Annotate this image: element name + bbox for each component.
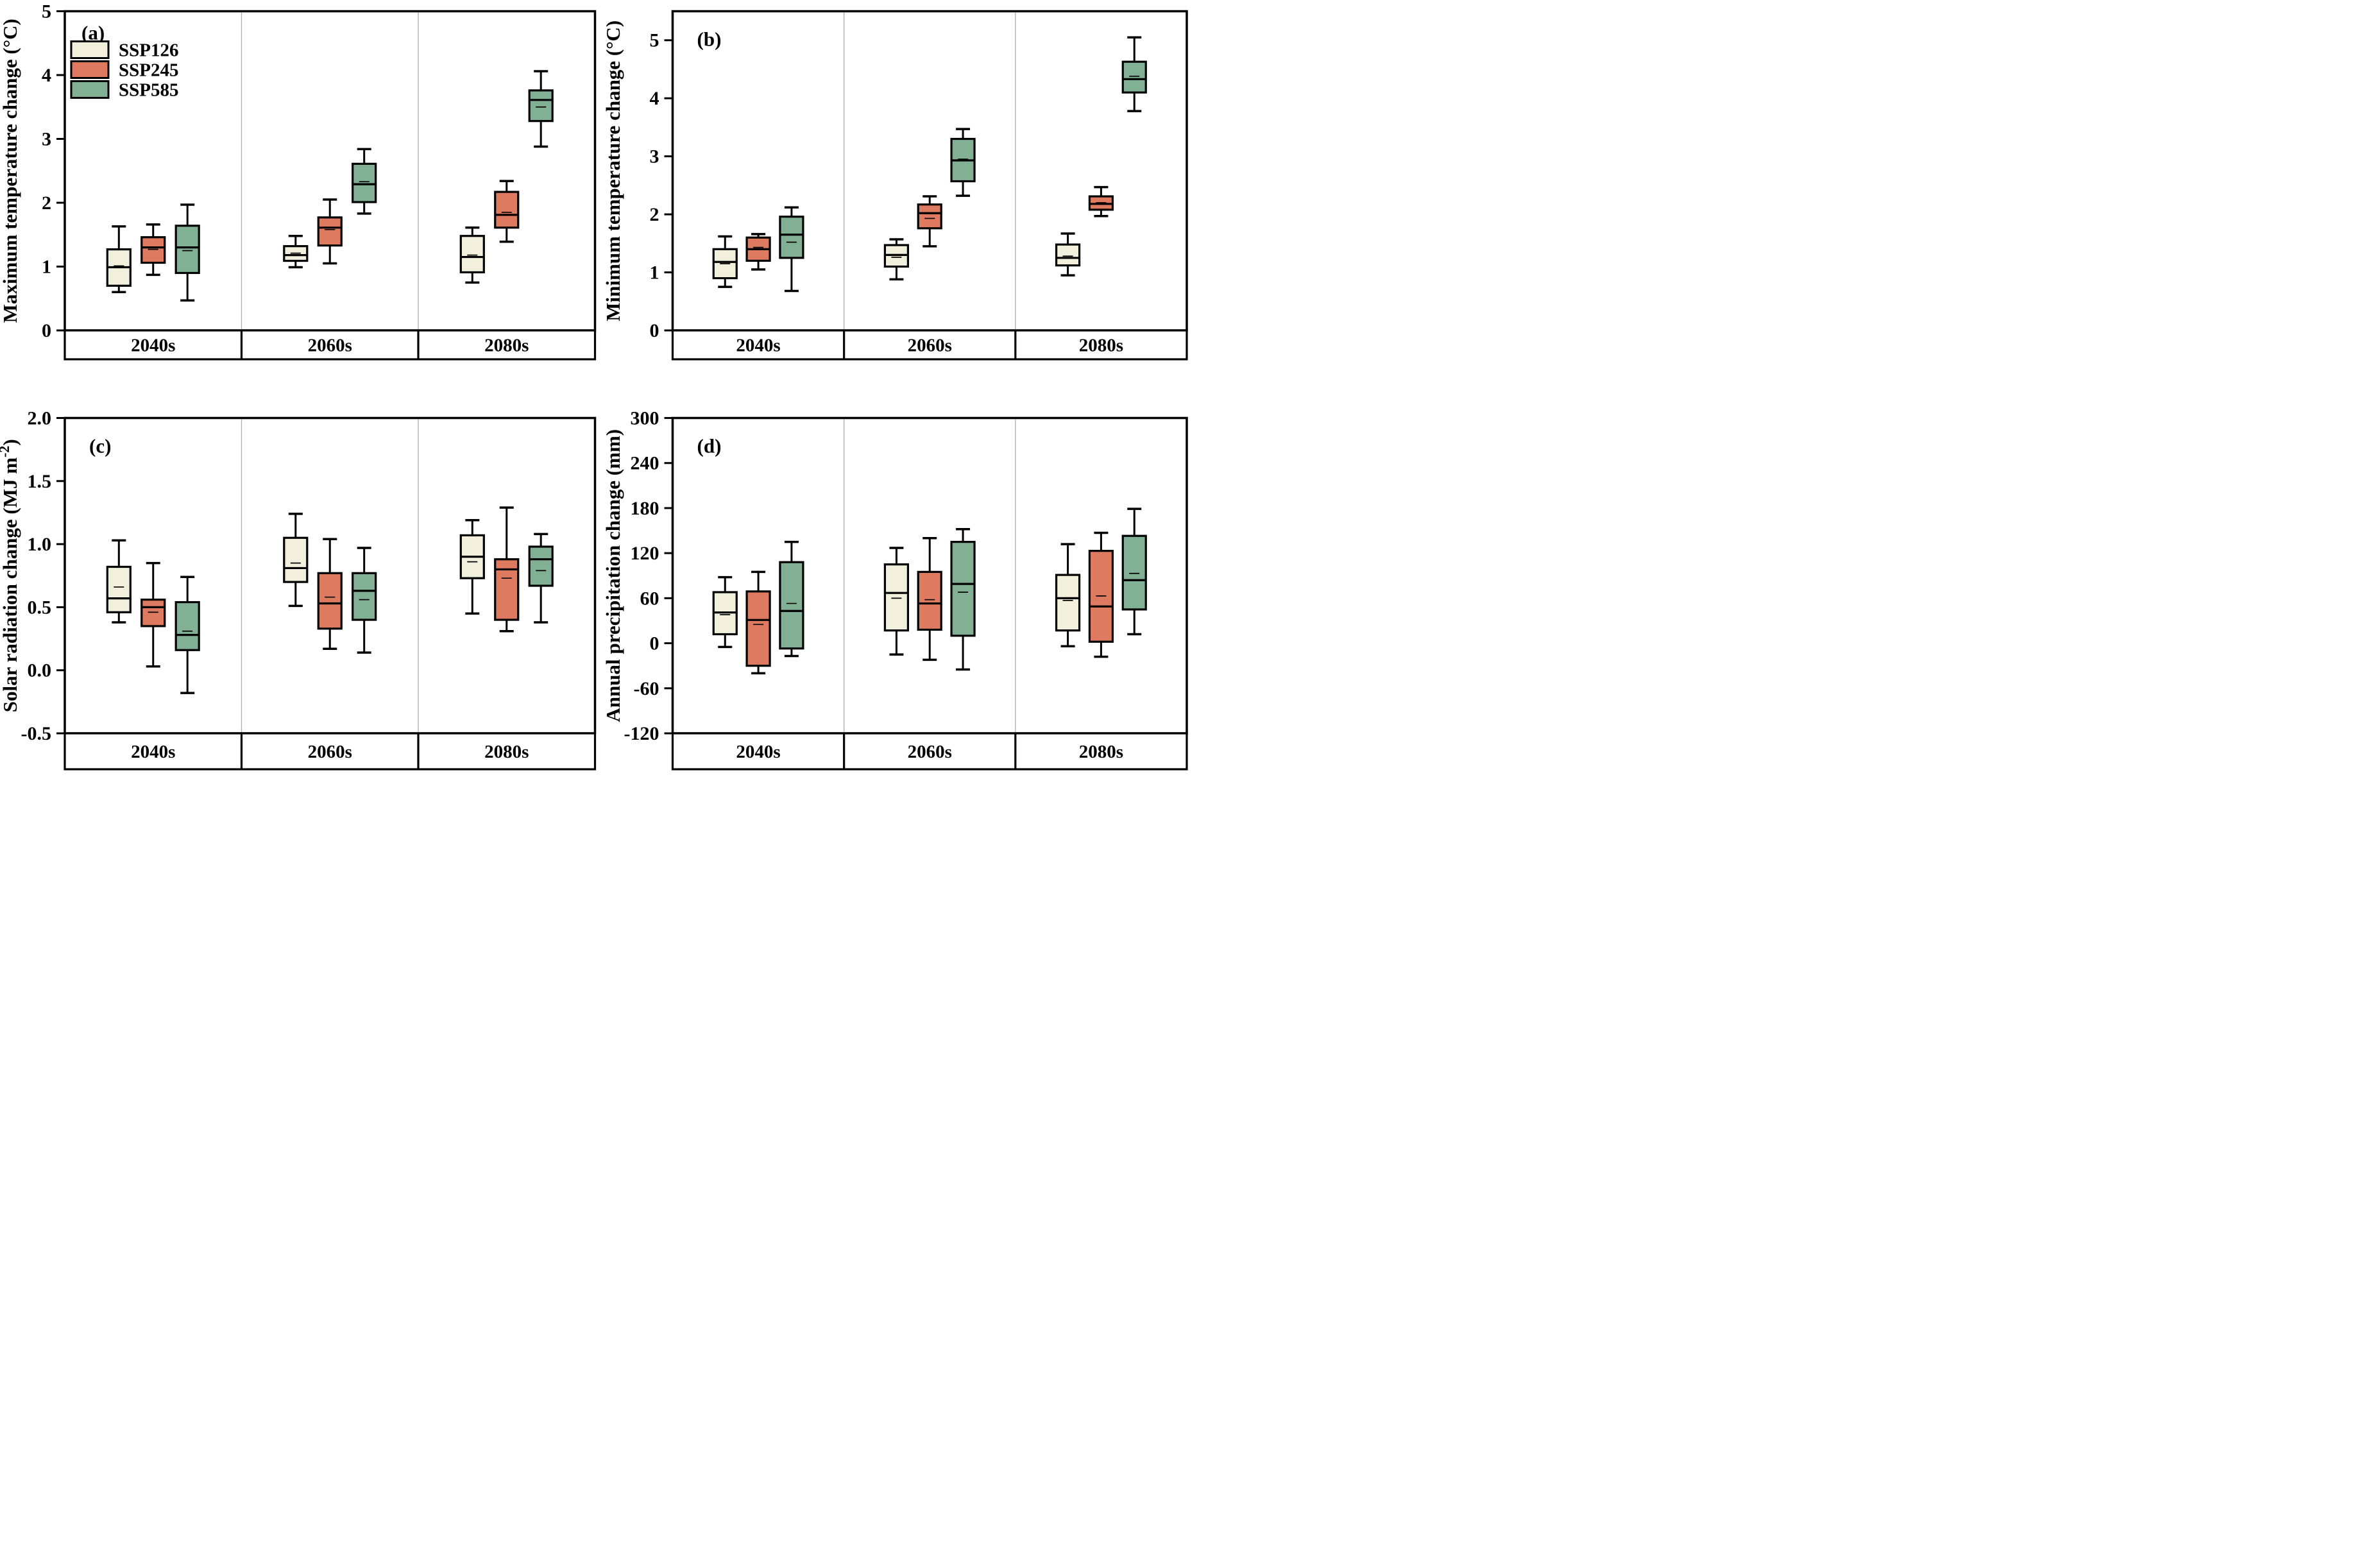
box-ssp126-2060s — [283, 536, 309, 583]
category-label-2040s: 2040s — [736, 336, 780, 356]
panel-minimum-temperature-change: 0 1 2 3 4 5 Minimum temperature change (°C) 204… — [602, 0, 1190, 391]
box-ssp585-2060s — [950, 540, 976, 637]
box-ssp585-2040s — [779, 216, 804, 259]
y-tick-label: 60 — [640, 588, 659, 609]
y-tick-label: 4 — [650, 88, 659, 109]
y-tick-label: 1.0 — [28, 534, 52, 555]
box-ssp126-2080s — [1055, 574, 1081, 632]
y-tick-label: 0 — [650, 633, 659, 654]
legend-swatch-ssp585 — [70, 80, 110, 99]
box-ssp245-2060s — [317, 572, 343, 630]
box-ssp585-2060s — [352, 572, 377, 621]
box-ssp585-2080s — [1121, 60, 1147, 94]
plot-area-solar-radiation: -0.5 0.0 0.5 1.0 1.5 2.0 Solar radiation chang… — [0, 408, 597, 771]
legend-swatch-ssp245 — [70, 60, 110, 79]
box-ssp585-2080s — [528, 545, 554, 587]
y-axis-title: Maximum temperature change (°C) — [0, 19, 21, 323]
y-axis-title: Annual precipitation change (mm) — [603, 429, 624, 722]
y-tick-label: 2 — [650, 204, 659, 225]
legend-label-ssp245: SSP245 — [119, 60, 178, 81]
y-tick-label: 3 — [650, 146, 659, 167]
box-ssp245-2040s — [140, 236, 166, 264]
plot-area-maximum-temperature: 0 1 2 3 4 5 Maximum temperature change (°C) 204… — [0, 1, 597, 361]
y-tick-label: 2 — [42, 192, 51, 214]
panel-letter: (a) — [81, 22, 105, 44]
box-ssp585-2080s — [1121, 534, 1147, 611]
y-tick-label: 1 — [650, 262, 659, 284]
category-label-2040s: 2040s — [736, 742, 780, 762]
panel-solar-radiation-change: -0.5 0.0 0.5 1.0 1.5 2.0 Solar radiation chang… — [0, 391, 603, 771]
panel-annual-precipitation-change: -120 -60 0 60 120 180 240 300 Annual precipitati… — [602, 391, 1190, 771]
y-tick-label: 3 — [42, 129, 51, 150]
y-tick-label: -120 — [624, 723, 659, 744]
category-label-2060s: 2060s — [908, 742, 952, 762]
y-tick-label: 240 — [631, 453, 659, 474]
panel-maximum-temperature-change: 0 1 2 3 4 5 Maximum temperature change (°C) 204… — [0, 0, 603, 391]
box-ssp245-2040s — [745, 590, 771, 667]
plot-background — [672, 11, 1187, 330]
four-panel-boxplot-figure: 0 1 2 3 4 5 Maximum temperature change (°C) 204… — [0, 0, 1190, 771]
category-label-2060s: 2060s — [308, 336, 352, 356]
category-label-2080s: 2080s — [484, 336, 529, 356]
y-tick-label: 1 — [42, 257, 51, 278]
y-tick-label: -0.5 — [21, 723, 52, 744]
category-strip — [64, 329, 597, 361]
legend-label-ssp126: SSP126 — [119, 40, 178, 61]
box-ssp245-2080s — [1088, 550, 1114, 643]
category-label-2040s: 2040s — [131, 336, 175, 356]
category-strip — [64, 732, 597, 771]
y-tick-label: 0.5 — [28, 597, 52, 618]
box-ssp245-2080s — [494, 191, 520, 229]
box-ssp585-2080s — [528, 89, 554, 123]
plot-area-minimum-temperature: 0 1 2 3 4 5 Minimum temperature change (°C) 204… — [602, 10, 1188, 361]
category-strip — [671, 329, 1188, 361]
legend-label-ssp585: SSP585 — [119, 80, 178, 101]
y-tick-label: 180 — [631, 498, 659, 519]
y-tick-label: -60 — [634, 678, 659, 699]
y-tick-label: 0 — [42, 320, 51, 341]
category-label-2040s: 2040s — [131, 742, 175, 762]
box-ssp585-2040s — [174, 225, 200, 275]
box-ssp585-2040s — [174, 601, 200, 651]
box-ssp126-2040s — [106, 565, 132, 613]
y-tick-label: 0 — [650, 320, 659, 341]
box-ssp245-2040s — [140, 599, 166, 627]
box-ssp245-2060s — [917, 570, 942, 631]
y-axis-title: Minimum temperature change (°C) — [603, 21, 624, 321]
box-ssp245-2060s — [317, 216, 343, 247]
category-label-2080s: 2080s — [1079, 336, 1123, 356]
y-tick-label: 4 — [42, 65, 51, 86]
category-label-2060s: 2060s — [908, 336, 952, 356]
y-tick-label: 1.5 — [28, 471, 52, 492]
panel-letter: (b) — [697, 28, 722, 51]
box-ssp126-2060s — [883, 563, 910, 632]
y-tick-label: 120 — [631, 543, 659, 564]
y-tick-label: 2.0 — [28, 408, 52, 429]
y-axis-title: Solar radiation change (MJ m-2) — [0, 439, 21, 712]
category-strip — [671, 732, 1188, 771]
plot-area-annual-precipitation: -120 -60 0 60 120 180 240 300 Annual precipitati… — [602, 408, 1188, 771]
category-label-2060s: 2060s — [308, 742, 352, 762]
box-ssp126-2080s — [459, 235, 485, 274]
box-ssp126-2080s — [1055, 243, 1081, 267]
category-label-2080s: 2080s — [484, 742, 529, 762]
category-label-2080s: 2080s — [1079, 742, 1123, 762]
panel-letter: (c) — [89, 435, 111, 457]
y-tick-label: 0.0 — [28, 660, 52, 681]
box-ssp585-2040s — [779, 561, 804, 650]
legend-swatch-ssp126 — [70, 40, 110, 59]
y-tick-label: 5 — [42, 1, 51, 22]
plot-background — [65, 11, 595, 330]
panel-letter: (d) — [697, 435, 722, 457]
box-ssp585-2060s — [352, 162, 377, 203]
y-tick-label: 300 — [631, 408, 659, 429]
box-ssp245-2060s — [917, 203, 942, 230]
y-tick-label: 5 — [650, 30, 659, 51]
